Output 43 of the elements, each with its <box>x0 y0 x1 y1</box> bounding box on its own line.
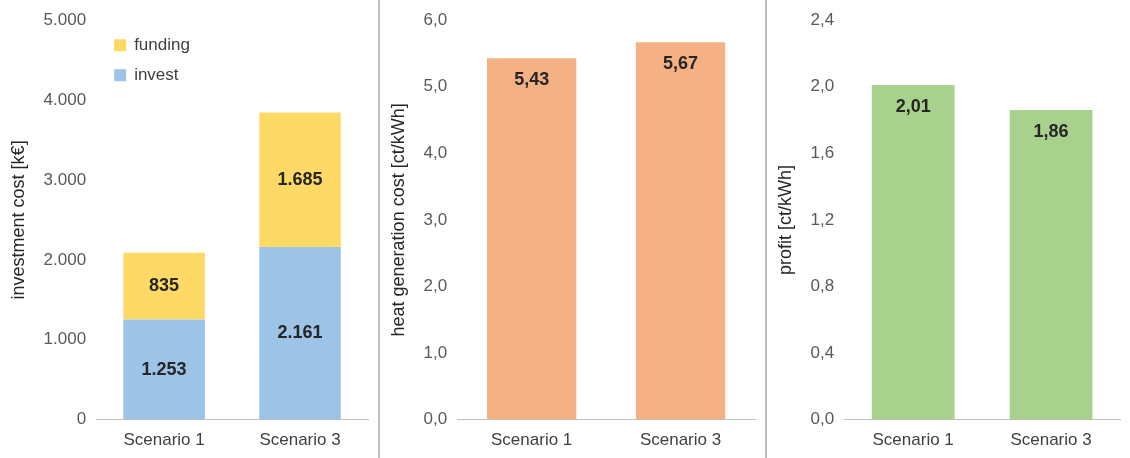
data-label: 1,86 <box>1033 121 1069 142</box>
y-tick-label: 4.000 <box>43 89 87 109</box>
x-tick-label: Scenario 3 <box>1010 430 1092 450</box>
y-axis-title: heat generation cost [ct/kWh] <box>387 103 408 337</box>
y-tick-label: 0,8 <box>810 276 835 296</box>
y-tick-label: 2,0 <box>423 276 448 296</box>
data-label: 835 <box>149 275 180 296</box>
data-label: 5,43 <box>514 69 550 90</box>
y-tick-label: 1,6 <box>810 143 835 163</box>
bar <box>259 246 341 420</box>
data-label: 1.253 <box>141 358 187 379</box>
data-label: 1.685 <box>277 168 323 189</box>
y-tick-label: 6,0 <box>423 9 448 29</box>
y-tick-label: 5,0 <box>423 76 448 96</box>
y-tick-label: 2.000 <box>43 249 87 269</box>
y-tick-label: 2,4 <box>810 9 835 29</box>
x-tick-label: Scenario 3 <box>259 430 341 450</box>
bar <box>259 112 341 247</box>
x-tick-label: Scenario 1 <box>872 430 954 450</box>
y-tick-label: 0,0 <box>423 409 448 429</box>
y-tick-label: 4,0 <box>423 143 448 163</box>
y-tick-label: 0,4 <box>810 342 835 362</box>
y-tick-label: 1.000 <box>43 329 87 349</box>
y-axis-title: profit [ct/kWh] <box>774 164 795 275</box>
y-tick-label: 5.000 <box>43 9 87 29</box>
y-axis-title: investment cost [k€] <box>7 140 28 300</box>
y-tick-label: 2,0 <box>810 76 835 96</box>
bar <box>123 252 205 320</box>
x-tick-label: Scenario 1 <box>491 430 573 450</box>
legend-label: funding <box>134 34 190 54</box>
bar <box>123 319 205 420</box>
data-label: 5,67 <box>663 53 699 74</box>
x-tick-label: Scenario 3 <box>639 430 722 450</box>
data-label: 2,01 <box>895 96 931 117</box>
legend-label: invest <box>134 64 179 84</box>
y-tick-label: 3,0 <box>423 209 448 229</box>
y-tick-label: 0 <box>76 409 87 429</box>
y-tick-label: 0,0 <box>810 409 835 429</box>
y-tick-label: 1,2 <box>810 209 835 229</box>
data-label: 2.161 <box>277 322 323 343</box>
y-tick-label: 3.000 <box>43 169 87 189</box>
y-tick-label: 1,0 <box>423 342 448 362</box>
x-tick-label: Scenario 1 <box>123 430 205 450</box>
